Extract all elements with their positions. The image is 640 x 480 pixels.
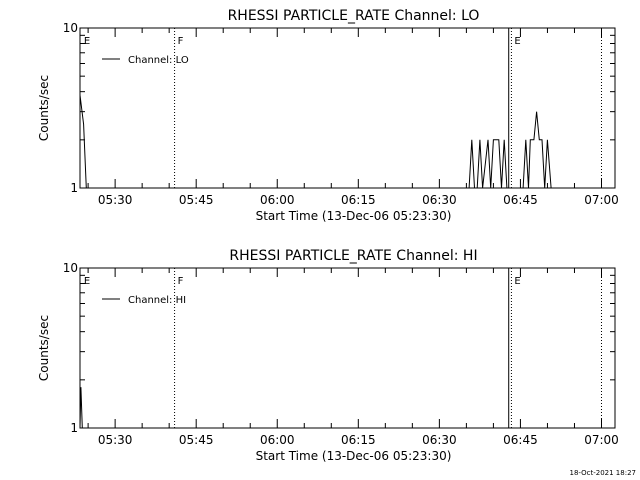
chart2-plot-frame xyxy=(79,267,616,429)
chart2-x-tick-label: 07:00 xyxy=(584,433,619,447)
chart2-y-tick-label: 1 xyxy=(70,421,78,435)
chart1-y-tick-label: 10 xyxy=(63,21,78,35)
chart1-marker-label: E xyxy=(514,36,520,47)
chart1-x-tick-label: 07:00 xyxy=(584,193,619,207)
chart1-y-tick-label: 1 xyxy=(70,181,78,195)
chart1-marker-label: E xyxy=(84,36,90,47)
chart2-title: RHESSI PARTICLE_RATE Channel: HI xyxy=(229,248,477,264)
date-stamp: 18-Oct-2021 18:27 xyxy=(570,469,636,477)
chart1-series-line xyxy=(79,95,554,189)
chart2-series-line xyxy=(79,387,83,429)
chart2-marker-label: E xyxy=(84,276,90,287)
chart2-x-tick-label: 05:45 xyxy=(179,433,214,447)
chart1-x-tick-label: 06:30 xyxy=(422,193,457,207)
chart1-x-tick-label: 05:30 xyxy=(98,193,133,207)
chart1-x-tick-label: 05:45 xyxy=(179,193,214,207)
chart1-x-tick-label: 06:45 xyxy=(503,193,538,207)
chart2-x-tick-label: 06:15 xyxy=(341,433,376,447)
chart2-x-axis-label: Start Time (13-Dec-06 05:23:30) xyxy=(256,449,452,463)
chart2-x-tick-label: 06:30 xyxy=(422,433,457,447)
chart2-y-axis-label: Counts/sec xyxy=(37,315,51,381)
chart1-legend-entry: Channel: LO xyxy=(128,55,189,66)
chart2-x-tick-label: 06:45 xyxy=(503,433,538,447)
chart1-x-tick-label: 06:15 xyxy=(341,193,376,207)
chart1-x-tick-label: 06:00 xyxy=(260,193,295,207)
chart2-legend-entry: Channel: HI xyxy=(128,295,186,306)
chart1-title: RHESSI PARTICLE_RATE Channel: LO xyxy=(228,8,480,24)
chart2-marker-label: E xyxy=(514,276,520,287)
chart2-y-tick-label: 10 xyxy=(63,261,78,275)
chart1-marker-label: F xyxy=(178,36,184,47)
chart1-plot-frame xyxy=(79,27,616,189)
chart2-x-tick-label: 06:00 xyxy=(260,433,295,447)
chart1-y-axis-label: Counts/sec xyxy=(37,75,51,141)
chart1-x-axis-label: Start Time (13-Dec-06 05:23:30) xyxy=(256,209,452,223)
chart2-marker-label: F xyxy=(178,276,184,287)
chart2-x-tick-label: 05:30 xyxy=(98,433,133,447)
